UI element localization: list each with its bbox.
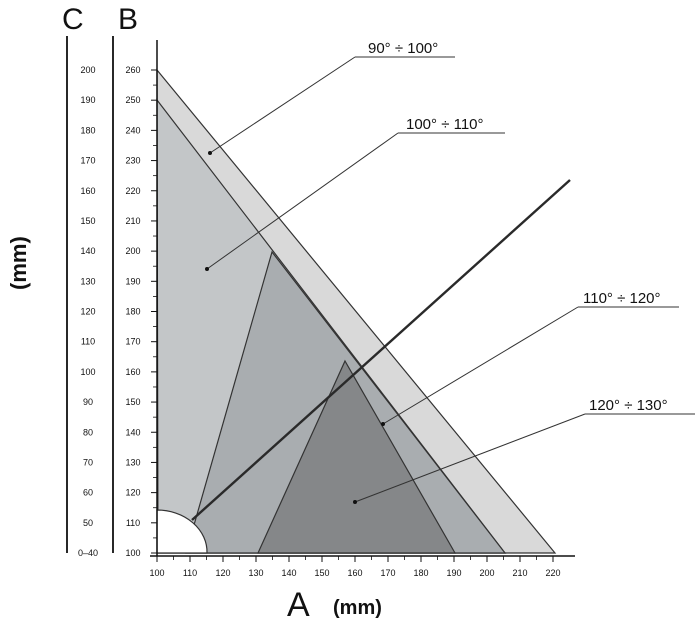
a-tick-label: 130 — [248, 568, 263, 578]
corner-cutout — [156, 509, 208, 554]
label-110-120: 110° ÷ 120° — [583, 290, 661, 307]
c-tick-label: 190 — [80, 95, 95, 105]
a-tick-label: 180 — [413, 568, 428, 578]
b-tick-label: 230 — [125, 156, 140, 166]
b-tick-label: 250 — [125, 95, 140, 105]
a-tick-label: 220 — [545, 568, 560, 578]
c-tick-label: 50 — [83, 518, 93, 528]
b-tick-label: 120 — [125, 488, 140, 498]
a-tick-label: 120 — [215, 568, 230, 578]
label-100-110-group: 100° ÷ 110° — [205, 116, 505, 271]
label-100-110: 100° ÷ 110° — [406, 116, 484, 133]
b-tick-label: 150 — [125, 397, 140, 407]
b-tick-label: 170 — [125, 337, 140, 347]
b-tick-label: 260 — [125, 65, 140, 75]
a-tick-label: 170 — [380, 568, 395, 578]
label-90-100: 90° ÷ 100° — [368, 40, 438, 57]
b-tick-label: 180 — [125, 307, 140, 317]
c-tick-label: 130 — [80, 276, 95, 286]
b-tick-label: 210 — [125, 216, 140, 226]
b-tick-label: 140 — [125, 427, 140, 437]
diagonal-reference-line — [191, 179, 571, 521]
c-tick-label: 150 — [80, 216, 95, 226]
b-tick-label: 220 — [125, 186, 140, 196]
axis-a-letter: A — [287, 586, 310, 624]
c-tick-label: 60 — [83, 488, 93, 498]
b-tick-label: 190 — [125, 276, 140, 286]
horizontal-unit-label: (mm) — [333, 597, 382, 619]
b-tick-label: 240 — [125, 125, 140, 135]
b-tick-label: 200 — [125, 246, 140, 256]
c-tick-label: 200 — [80, 65, 95, 75]
b-tick-label: 100 — [125, 548, 140, 558]
axis-b-letter: B — [118, 3, 139, 36]
c-tick-label: 160 — [80, 186, 95, 196]
a-tick-label: 140 — [281, 568, 296, 578]
c-tick-label: 80 — [83, 427, 93, 437]
c-tick-label: 0–40 — [78, 548, 98, 558]
a-tick-label: 150 — [314, 568, 329, 578]
b-tick-label: 110 — [126, 518, 140, 528]
a-tick-label: 100 — [149, 568, 164, 578]
a-tick-label: 160 — [347, 568, 362, 578]
label-120-130: 120° ÷ 130° — [589, 397, 668, 414]
a-tick-label: 200 — [479, 568, 494, 578]
zone-120-130-band — [257, 359, 457, 554]
b-tick-label: 130 — [125, 457, 140, 467]
c-tick-label: 100 — [80, 367, 95, 377]
label-110-120-group: 110° ÷ 120° — [381, 290, 679, 426]
c-tick-label: 110 — [81, 337, 95, 347]
c-tick-label: 180 — [80, 125, 95, 135]
c-tick-label: 120 — [80, 307, 95, 317]
axis-c-letter: C — [62, 3, 84, 36]
b-tick-label: 160 — [125, 367, 140, 377]
a-tick-label: 210 — [512, 568, 527, 578]
label-120-130-group: 120° ÷ 130° — [353, 397, 695, 504]
c-tick-label: 140 — [80, 246, 95, 256]
c-tick-label: 90 — [83, 397, 93, 407]
c-tick-label: 170 — [80, 156, 95, 166]
a-tick-label: 190 — [446, 568, 461, 578]
c-tick-label: 70 — [83, 457, 93, 467]
label-90-100-group: 90° ÷ 100° — [208, 40, 455, 155]
a-tick-label: 110 — [183, 568, 197, 578]
